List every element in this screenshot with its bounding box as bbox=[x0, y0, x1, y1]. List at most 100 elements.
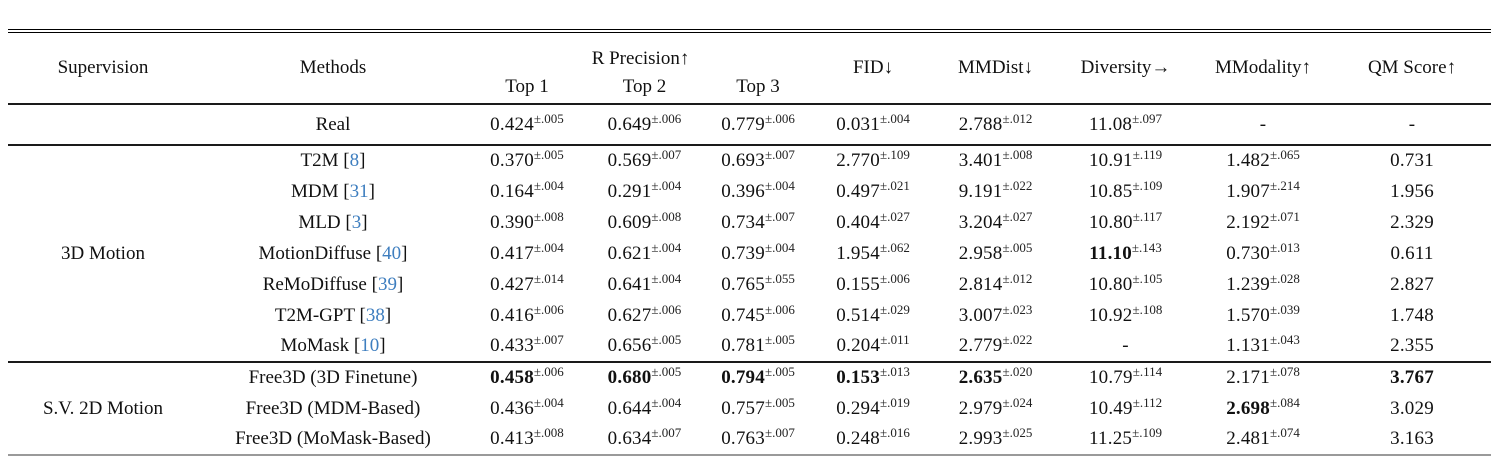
metric-cell: 3.163 bbox=[1333, 424, 1491, 455]
metric-cell: 2.788±.012 bbox=[933, 104, 1058, 145]
citation-link[interactable]: 40 bbox=[382, 242, 402, 264]
metric-value: 10.79 bbox=[1088, 367, 1133, 388]
metric-cell: 1.907±.214 bbox=[1193, 176, 1333, 207]
metric-cell: 0.404±.027 bbox=[813, 207, 933, 238]
metric-value: 11.10 bbox=[1089, 242, 1132, 264]
metric-stddev: ±.007 bbox=[764, 208, 795, 224]
metric-cell: 3.767 bbox=[1333, 362, 1491, 393]
metric-stddev: ±.008 bbox=[651, 208, 682, 224]
metric-stddev: ±.027 bbox=[1002, 208, 1033, 224]
metric-cell: 0.370±.005 bbox=[468, 145, 586, 176]
metric-value: 0.031 bbox=[836, 113, 880, 135]
metric-value: 2.635 bbox=[958, 367, 1003, 388]
metric-value: 0.436 bbox=[490, 397, 534, 419]
metric-cell: 0.497±.021 bbox=[813, 176, 933, 207]
method-cell: MotionDiffuse [40] bbox=[258, 242, 408, 264]
metric-value: 2.788 bbox=[958, 113, 1003, 135]
table-header: Supervision Methods R Precision↑ FID↓ MM… bbox=[8, 33, 1492, 104]
metric-cell: 2.698±.084 bbox=[1193, 393, 1333, 424]
metric-stddev: ±.013 bbox=[879, 364, 910, 379]
metric-cell: 1.956 bbox=[1333, 176, 1491, 207]
metric-stddev: ±.097 bbox=[1132, 110, 1162, 126]
metric-value: 2.770 bbox=[836, 150, 880, 171]
metric-cell: 0.248±.016 bbox=[813, 424, 933, 455]
metric-stddev: ±.005 bbox=[533, 110, 564, 126]
metric-cell: 1.954±.062 bbox=[813, 238, 933, 269]
metric-stddev: ±.214 bbox=[1269, 177, 1300, 193]
method-cell: MDM [31] bbox=[291, 180, 375, 202]
metric-stddev: ±.007 bbox=[651, 425, 682, 440]
table-row: ReMoDiffuse [39] 0.427±.014 0.641±.004 0.76… bbox=[8, 269, 1491, 300]
header-top2: Top 2 bbox=[622, 76, 667, 97]
metric-value: 0.155 bbox=[836, 273, 880, 295]
metric-value: 2.979 bbox=[958, 397, 1003, 419]
metric-value: 0.370 bbox=[490, 150, 534, 171]
metric-stddev: ±.027 bbox=[879, 208, 910, 224]
group-3d-motion: 3D Motion T2M [8] 0.370±.005 0.569±.007 0.69… bbox=[8, 145, 1492, 362]
metric-cell: 2.355 bbox=[1333, 331, 1491, 362]
metric-stddev: ±.071 bbox=[1269, 208, 1300, 224]
metric-stddev: ±.004 bbox=[533, 239, 564, 255]
metric-stddev: ±.055 bbox=[764, 270, 795, 286]
metric-cell: 0.413±.008 bbox=[468, 424, 586, 455]
metric-cell: 2.329 bbox=[1333, 207, 1491, 238]
metric-cell: 3.204±.027 bbox=[933, 207, 1058, 238]
citation-link[interactable]: 38 bbox=[365, 304, 385, 326]
metric-stddev: ±.011 bbox=[880, 332, 910, 347]
metric-stddev: ±.012 bbox=[1002, 110, 1033, 126]
metric-stddev: ±.119 bbox=[1132, 147, 1163, 162]
metric-value: 3.204 bbox=[958, 211, 1003, 233]
metric-cell: 0.417±.004 bbox=[468, 238, 586, 269]
metric-cell: 2.779±.022 bbox=[933, 331, 1058, 362]
metric-value: 0.396 bbox=[721, 180, 765, 202]
method-cell: MLD [3] bbox=[298, 211, 368, 233]
metric-stddev: ±.112 bbox=[1132, 394, 1163, 410]
metric-value: 0.390 bbox=[490, 211, 534, 233]
metric-cell: 2.770±.109 bbox=[813, 145, 933, 176]
metric-stddev: ±.105 bbox=[1132, 270, 1163, 286]
metric-cell: 0.730±.013 bbox=[1193, 238, 1333, 269]
metric-value: 1.954 bbox=[836, 242, 880, 264]
table-row: MotionDiffuse [40] 0.417±.004 0.621±.004 0.… bbox=[8, 238, 1491, 269]
metric-value: 2.958 bbox=[958, 242, 1003, 264]
citation-link[interactable]: 8 bbox=[349, 150, 360, 171]
metric-stddev: ±.004 bbox=[651, 394, 682, 410]
metric-cell: 0.609±.008 bbox=[586, 207, 703, 238]
metric-cell: 0.031±.004 bbox=[813, 104, 933, 145]
metric-cell: 11.10±.143 bbox=[1058, 238, 1193, 269]
metric-stddev: ±.006 bbox=[533, 364, 564, 379]
metric-stddev: ±.024 bbox=[1002, 394, 1033, 410]
metric-value: 1.956 bbox=[1390, 180, 1434, 202]
metric-value: 1.131 bbox=[1226, 335, 1270, 356]
metric-cell: 0.611 bbox=[1333, 238, 1491, 269]
metric-value: 0.781 bbox=[721, 335, 765, 356]
metric-cell: 0.641±.004 bbox=[586, 269, 703, 300]
header-diversity: Diversity→ bbox=[1080, 57, 1171, 78]
metric-cell: 0.433±.007 bbox=[468, 331, 586, 362]
metric-stddev: ±.007 bbox=[533, 332, 564, 347]
metric-cell: 0.627±.006 bbox=[586, 300, 703, 331]
metric-value: 3.767 bbox=[1390, 367, 1434, 388]
metric-cell: 3.007±.023 bbox=[933, 300, 1058, 331]
metric-value: 0.794 bbox=[721, 367, 765, 388]
metric-value: 0.416 bbox=[490, 304, 534, 326]
metric-value: 0.641 bbox=[607, 273, 652, 295]
table-row: 3D Motion T2M [8] 0.370±.005 0.569±.007 0.69… bbox=[8, 145, 1491, 264]
metric-value: 2.814 bbox=[958, 273, 1003, 295]
metric-value: 0.745 bbox=[721, 304, 765, 326]
metric-cell: 1.482±.065 bbox=[1193, 145, 1333, 176]
metric-stddev: ±.028 bbox=[1269, 270, 1300, 286]
header-top1: Top 1 bbox=[505, 76, 549, 97]
citation-link[interactable]: 3 bbox=[351, 211, 362, 233]
table-row: MoMask [10] 0.433±.007 0.656±.005 0.781±.00… bbox=[8, 331, 1491, 362]
metric-cell: 2.827 bbox=[1333, 269, 1491, 300]
metric-cell: 0.680±.005 bbox=[586, 362, 703, 393]
metric-cell: 3.029 bbox=[1333, 393, 1491, 424]
citation-link[interactable]: 39 bbox=[377, 273, 397, 295]
citation-link[interactable]: 31 bbox=[349, 180, 369, 202]
citation-link[interactable]: 10 bbox=[360, 335, 380, 356]
metric-stddev: ±.021 bbox=[879, 177, 910, 193]
method-name: Real bbox=[315, 113, 351, 135]
table-row: Free3D (MoMask-Based) 0.413±.008 0.634±.00… bbox=[8, 424, 1491, 455]
table-row: Real 0.424±.005 0.649±.006 0.779±.006 0.031±… bbox=[8, 104, 1491, 145]
